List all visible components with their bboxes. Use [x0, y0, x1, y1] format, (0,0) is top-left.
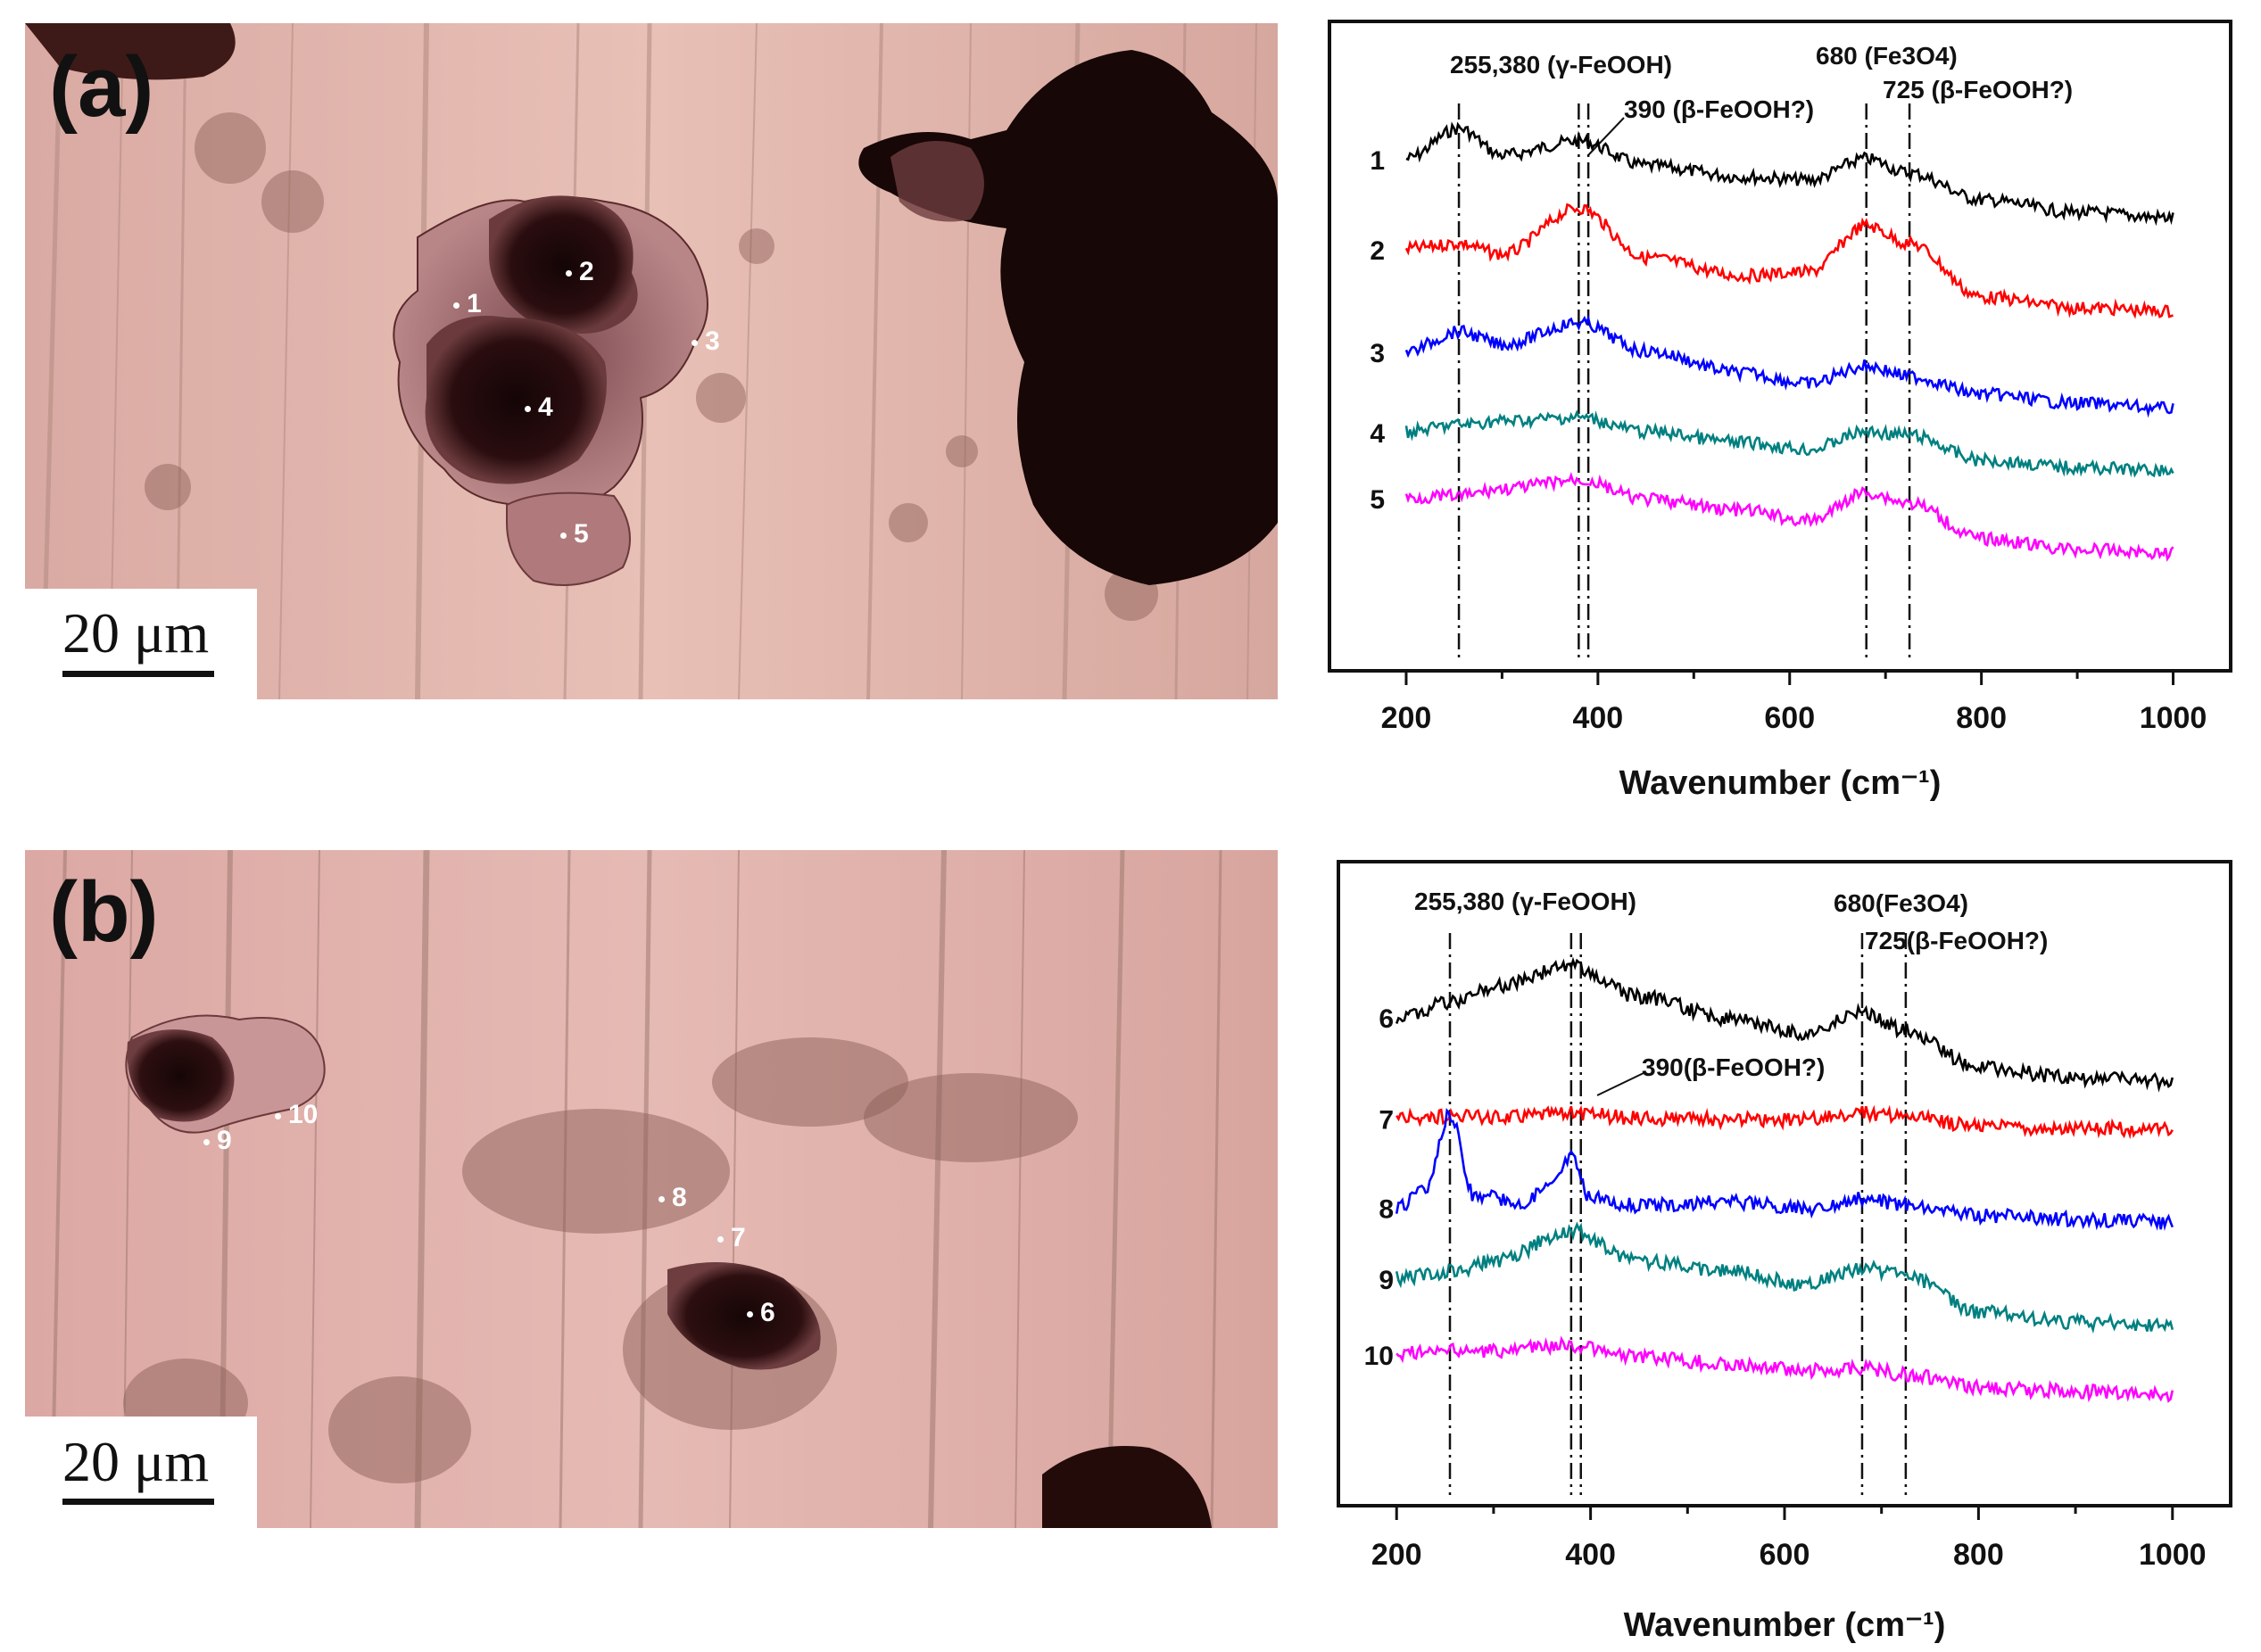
peak-annotation: 255,380 (γ-FeOOH)	[1414, 888, 1636, 915]
series-label-9: 9	[1379, 1266, 1394, 1295]
panel-label-a: (a)	[49, 39, 154, 135]
spectrum-line-2	[1404, 202, 2174, 319]
scale-bar-box-a	[25, 589, 257, 699]
spot-8: 8	[658, 1185, 687, 1211]
micrograph-b	[25, 850, 1278, 1528]
spectrum-line-10	[1396, 1335, 2174, 1403]
scale-bar-label-a: 20 μm	[62, 601, 210, 665]
x-tick-label: 200	[1371, 1538, 1422, 1572]
peak-annotation: 255,380 (γ-FeOOH)	[1450, 51, 1672, 78]
series-label-7: 7	[1379, 1106, 1394, 1136]
series-label-1: 1	[1370, 146, 1385, 176]
peak-annotation: 725 (β-FeOOH?)	[1883, 76, 2073, 103]
x-tick-label: 400	[1565, 1538, 1616, 1572]
micrograph-a	[25, 23, 1278, 699]
x-tick-label: 400	[1572, 701, 1623, 735]
spectrum-line-9	[1395, 1221, 2174, 1334]
annotation-leader	[1596, 1072, 1644, 1096]
x-tick-label: 800	[1956, 701, 2007, 735]
spot-6: 6	[747, 1300, 775, 1326]
spectrum-line-1	[1405, 121, 2174, 227]
x-tick-label: 1000	[2140, 701, 2207, 735]
plot-frame	[1337, 860, 2232, 1507]
spot-2: 2	[566, 259, 594, 285]
scale-bar-box-b	[25, 1417, 257, 1528]
spectrum-line-6	[1395, 956, 2174, 1093]
panel-label-b: (b)	[49, 864, 159, 960]
spot-4: 4	[525, 394, 553, 421]
micrograph-b-image	[25, 850, 1278, 1528]
series-label-6: 6	[1379, 1004, 1394, 1034]
plot-frame	[1328, 20, 2232, 673]
spectrum-line-5	[1404, 472, 2174, 562]
x-axis-label: Wavenumber (cm⁻¹)	[1619, 764, 1942, 802]
spectrum-line-3	[1404, 314, 2174, 418]
raman-chart-b-svg: 200 400 600 800 1000 Wavenumber (cm⁻¹) 255,380…	[1337, 860, 2232, 1644]
annotation-leader	[1587, 117, 1625, 156]
raman-chart-a: 200 400 600 800 1000 Wavenumber (cm⁻¹) 255,380…	[1328, 20, 2232, 806]
scale-bar-label-b: 20 μm	[62, 1430, 210, 1493]
spectrum-line-7	[1396, 1104, 2174, 1140]
spot-10: 10	[275, 1102, 318, 1128]
peak-annotation: 390 (β-FeOOH?)	[1624, 95, 1814, 123]
series-label-2: 2	[1370, 236, 1385, 266]
peak-annotation: 680(Fe3O4)	[1834, 889, 1968, 917]
spot-9: 9	[203, 1127, 232, 1154]
x-tick-label: 1000	[2139, 1538, 2207, 1572]
spot-5: 5	[560, 521, 589, 548]
series-label-4: 4	[1370, 419, 1385, 449]
x-tick-label: 200	[1381, 701, 1432, 735]
spot-3: 3	[692, 328, 720, 355]
x-tick-label: 600	[1760, 1538, 1810, 1572]
peak-annotation: 725(β-FeOOH?)	[1865, 927, 2048, 954]
x-tick-label: 800	[1953, 1538, 2004, 1572]
micrograph-a-image	[25, 23, 1278, 699]
spectrum-line-8	[1395, 1108, 2174, 1231]
peak-annotation: 680 (Fe3O4)	[1816, 42, 1958, 70]
raman-chart-b: 200 400 600 800 1000 Wavenumber (cm⁻¹) 255,380…	[1329, 855, 2232, 1648]
raman-chart-a-svg: 200 400 600 800 1000 Wavenumber (cm⁻¹) 255,380…	[1328, 20, 2232, 802]
series-label-5: 5	[1370, 485, 1385, 515]
series-label-8: 8	[1379, 1195, 1394, 1225]
peak-annotation: 390(β-FeOOH?)	[1642, 1053, 1825, 1081]
spot-7: 7	[717, 1225, 746, 1251]
series-label-10: 10	[1364, 1342, 1394, 1371]
spot-1: 1	[453, 291, 482, 318]
x-axis-label: Wavenumber (cm⁻¹)	[1624, 1607, 1946, 1644]
x-tick-label: 600	[1764, 701, 1815, 735]
spectrum-line-4	[1404, 409, 2174, 478]
scale-bar-b	[62, 1499, 214, 1505]
series-label-3: 3	[1370, 339, 1385, 368]
scale-bar-a	[62, 671, 214, 677]
